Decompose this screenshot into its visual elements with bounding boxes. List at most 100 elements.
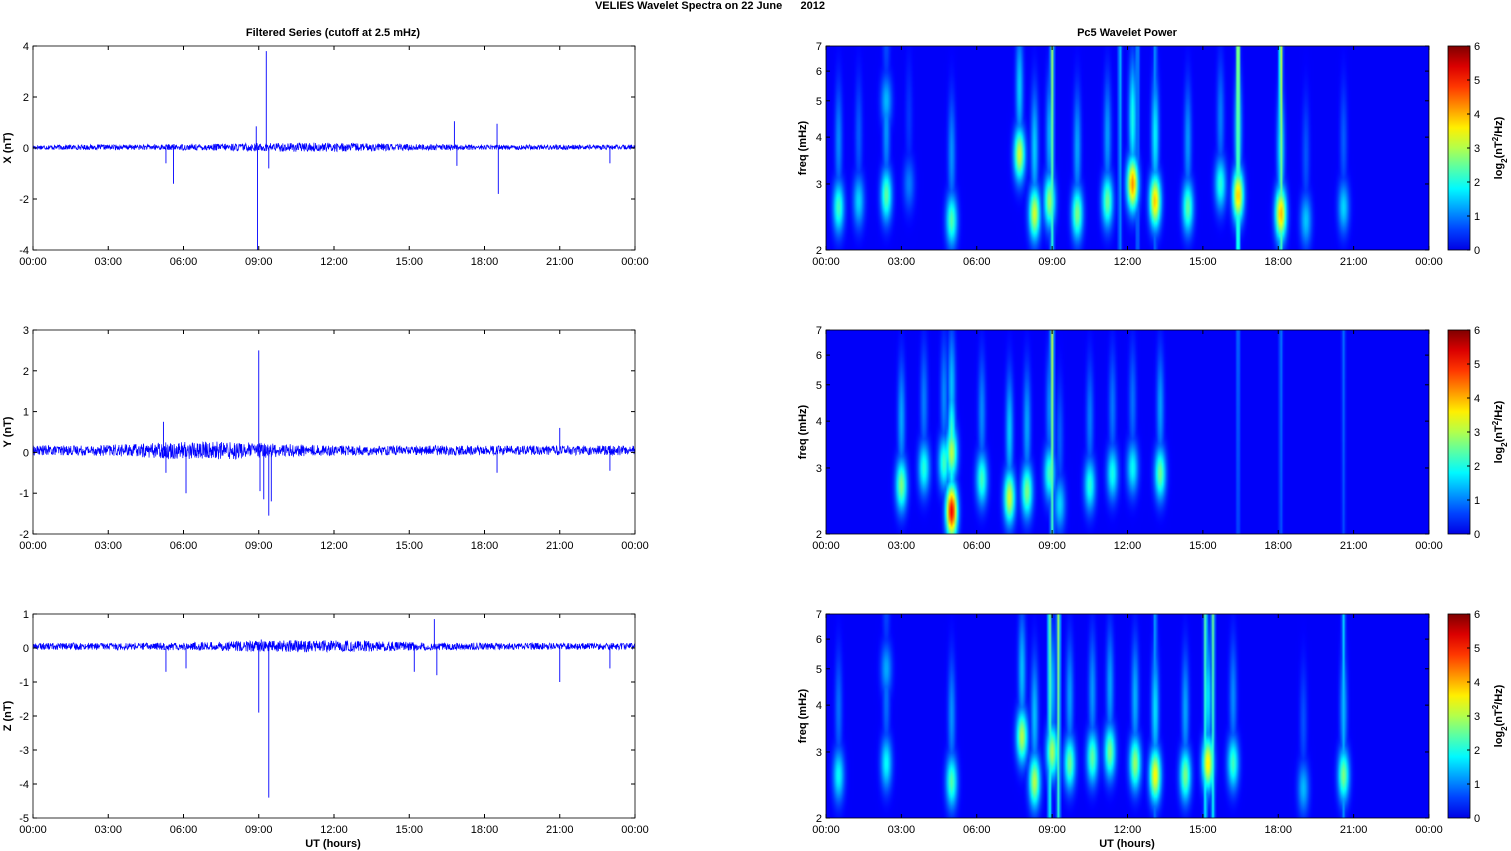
power-heatmap: [826, 46, 1429, 250]
left-xlabel: UT (hours): [305, 838, 361, 850]
y-tick-label: 2: [816, 813, 822, 825]
y-tick-label: 4: [23, 41, 29, 53]
x-tick-label: 15:00: [1189, 824, 1217, 836]
colorbar-tick-label: 4: [1474, 677, 1480, 689]
x-tick-label: 12:00: [1114, 540, 1142, 552]
y-tick-label: 3: [816, 747, 822, 759]
colorbar-tick-label: 3: [1474, 143, 1480, 155]
axes-frame: [32, 329, 636, 535]
x-tick-label: 21:00: [546, 256, 574, 268]
colorbar-tick-label: 2: [1474, 745, 1480, 757]
y-tick-label: -4: [19, 245, 29, 257]
colorbar: [1447, 613, 1471, 819]
x-tick-label: 15:00: [1189, 256, 1217, 268]
x-tick-label: 03:00: [94, 256, 122, 268]
power-heatmap: [826, 614, 1429, 818]
colorbar-label: log2(nT2/Hz): [1491, 684, 1509, 747]
x-tick-label: 00:00: [621, 824, 649, 836]
y-tick-label: 3: [816, 463, 822, 475]
colorbar-tick-label: 0: [1474, 245, 1480, 257]
x-tick-label: 09:00: [1038, 540, 1066, 552]
y-tick-label: 2: [23, 366, 29, 378]
colorbar-tick-label: 6: [1474, 325, 1480, 337]
x-tick-label: 15:00: [395, 540, 423, 552]
y-tick-label: 1: [23, 407, 29, 419]
y-tick-label: 4: [816, 132, 822, 144]
x-tick-label: 00:00: [1415, 540, 1443, 552]
x-tick-label: 09:00: [245, 824, 273, 836]
y-tick-label: 7: [816, 41, 822, 53]
x-tick-label: 03:00: [888, 540, 916, 552]
x-tick-label: 06:00: [170, 256, 198, 268]
x-tick-label: 18:00: [1264, 824, 1292, 836]
panels: -4 -2 0 2 4 00:00 03:00 06:00 09:00 12:00 15:00 18:…: [2, 41, 1509, 836]
y-tick-label: -5: [19, 813, 29, 825]
colorbar-tick-label: 6: [1474, 41, 1480, 53]
y-tick-label: 2: [816, 245, 822, 257]
x-tick-label: 00:00: [621, 256, 649, 268]
wavelet-panel-z: 2 3 4 5 6 7 00:00 03:00 06:00 09:00 12:00 15:00 18:0…: [797, 609, 1509, 836]
x-tick-label: 00:00: [812, 540, 840, 552]
y-tick-label: -4: [19, 779, 29, 791]
colorbar-tick-label: 6: [1474, 609, 1480, 621]
colorbar-tick-label: 2: [1474, 461, 1480, 473]
colorbar-tick-label: 1: [1474, 211, 1480, 223]
x-tick-label: 18:00: [471, 256, 499, 268]
colorbar-tick-label: 1: [1474, 779, 1480, 791]
y-axis-label: freq (mHz): [797, 404, 809, 459]
y-tick-label: 3: [23, 325, 29, 337]
x-tick-label: 21:00: [1340, 256, 1368, 268]
x-tick-label: 18:00: [1264, 256, 1292, 268]
x-tick-label: 00:00: [812, 256, 840, 268]
colorbar: [1447, 45, 1471, 251]
y-tick-label: 0: [23, 643, 29, 655]
x-tick-label: 12:00: [320, 256, 348, 268]
right-column-title: Pc5 Wavelet Power: [1077, 27, 1178, 39]
y-tick-label: -1: [19, 488, 29, 500]
y-tick-label: 6: [816, 350, 822, 362]
y-tick-label: 7: [816, 325, 822, 337]
colorbar-tick-label: 3: [1474, 711, 1480, 723]
y-tick-label: 5: [816, 664, 822, 676]
y-tick-label: -3: [19, 745, 29, 757]
series-trace: [32, 142, 636, 153]
left-column-title: Filtered Series (cutoff at 2.5 mHz): [246, 27, 421, 39]
x-tick-label: 06:00: [963, 540, 991, 552]
colorbar-tick-label: 5: [1474, 359, 1480, 371]
x-tick-label: 06:00: [170, 540, 198, 552]
x-tick-label: 21:00: [546, 824, 574, 836]
right-xlabel: UT (hours): [1099, 838, 1155, 850]
y-tick-label: 5: [816, 380, 822, 392]
x-tick-label: 06:00: [963, 824, 991, 836]
figure-suptitle: VELIES Wavelet Spectra on 22 June 2012: [595, 0, 825, 12]
y-axis-label: Y (nT): [2, 416, 14, 447]
y-tick-label: 1: [23, 609, 29, 621]
x-tick-label: 18:00: [471, 824, 499, 836]
y-tick-label: -1: [19, 677, 29, 689]
series-panel-y: -2 -1 0 1 2 3 00:00 03:00 06:00 09:00 12:00 15:00 18…: [2, 325, 649, 552]
wavelet-panel-x: 2 3 4 5 6 7 00:00 03:00 06:00 09:00 12:00 15:00 18:0…: [797, 41, 1509, 268]
y-tick-label: 5: [816, 96, 822, 108]
colorbar-tick-label: 2: [1474, 177, 1480, 189]
y-tick-label: 6: [816, 634, 822, 646]
y-tick-label: -2: [19, 194, 29, 206]
y-axis-label: Z (nT): [2, 700, 14, 731]
colorbar-label: log2(nT2/Hz): [1491, 400, 1509, 463]
series-trace: [32, 639, 636, 653]
colorbar-tick-label: 5: [1474, 75, 1480, 87]
colorbar-tick-label: 3: [1474, 427, 1480, 439]
y-tick-label: 2: [23, 92, 29, 104]
x-tick-label: 15:00: [395, 824, 423, 836]
y-axis-label: freq (mHz): [797, 120, 809, 175]
x-tick-label: 12:00: [1114, 824, 1142, 836]
y-tick-label: -2: [19, 711, 29, 723]
y-tick-label: 4: [816, 416, 822, 428]
colorbar-tick-label: 5: [1474, 643, 1480, 655]
colorbar-tick-label: 4: [1474, 393, 1480, 405]
colorbar-tick-label: 0: [1474, 813, 1480, 825]
y-tick-label: 0: [23, 143, 29, 155]
x-tick-label: 03:00: [888, 256, 916, 268]
x-tick-label: 00:00: [19, 540, 47, 552]
colorbar-tick-label: 1: [1474, 495, 1480, 507]
